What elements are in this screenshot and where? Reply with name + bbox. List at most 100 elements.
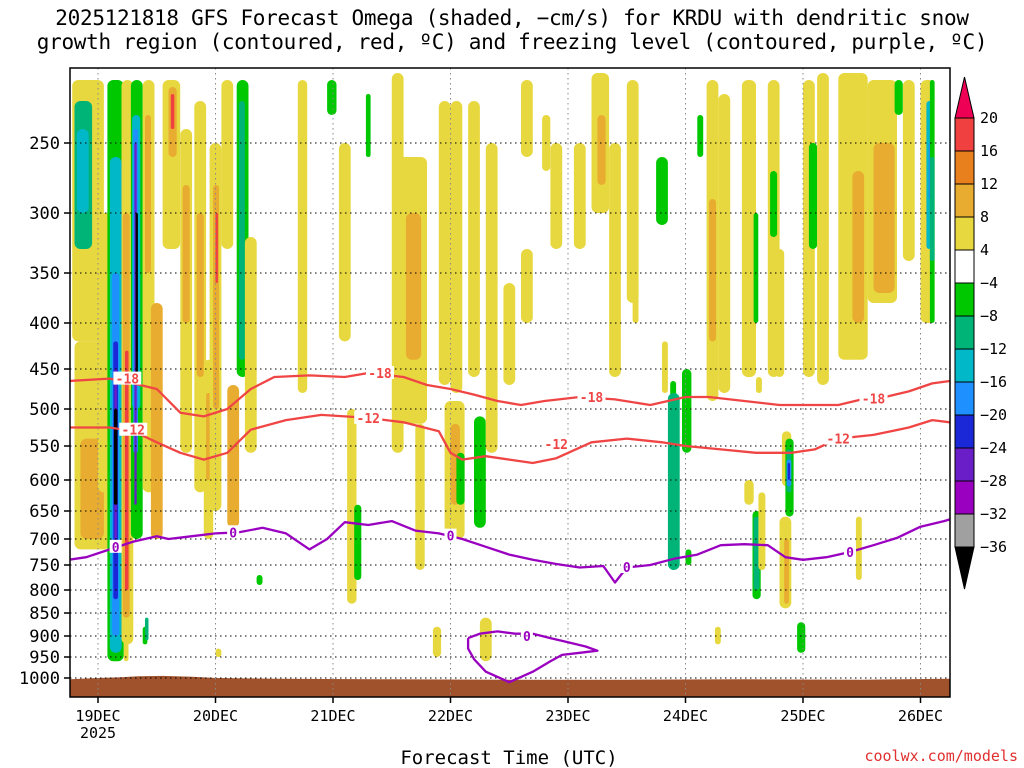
contour-label-bg [366, 366, 394, 379]
x-tick-label: 20DEC [193, 707, 238, 725]
y-tick-label: 600 [29, 471, 60, 491]
colorbar-label: −20 [980, 406, 1007, 424]
omega-shade-cell [135, 213, 138, 385]
contour-label-bg [520, 629, 533, 642]
omega-shade-cell [76, 129, 89, 213]
omega-shade-cell [244, 237, 257, 453]
contour-label: 0 [447, 530, 455, 545]
colorbar-arrow-bottom [954, 546, 975, 590]
omega-shade-cell [714, 626, 721, 645]
omega-shade-cell [221, 80, 234, 249]
colorbar: 20 16 12 8 4 −4 −8 −12 −16 −20 −24 −28 −32 −36 [954, 76, 1007, 590]
omega-shade-cell [697, 115, 704, 157]
omega-shade-cell [450, 101, 463, 393]
omega-shade-cell [656, 157, 668, 225]
y-tick-label: 750 [29, 556, 60, 576]
omega-shade-cell [415, 423, 425, 570]
colorbar-label: −36 [980, 538, 1007, 556]
x-tick-label: 25DEC [780, 707, 825, 725]
ground-surface [70, 675, 950, 697]
omega-shade-cell [667, 393, 680, 570]
omega-shade-cell [170, 94, 175, 129]
omega-shade-cell [438, 101, 451, 385]
omega-shade-cell [744, 480, 754, 505]
chart-title-line-2: growth region (contoured, red, ºC) and f… [36, 30, 988, 54]
omega-shade-cell [787, 463, 790, 480]
omega-shade-cell [744, 115, 753, 249]
omega-shade-cell [196, 213, 204, 377]
contour-label-bg [354, 410, 383, 424]
omega-shade-cell [432, 626, 442, 657]
contour-label: 0 [623, 561, 631, 576]
grid-lines [70, 68, 950, 697]
contour-label: -12 [122, 424, 145, 439]
omega-shade-cell [774, 249, 785, 377]
omega-shade-cell [817, 73, 829, 385]
omega-shade-cell [365, 94, 371, 157]
omega-shade-cell [479, 617, 492, 662]
colorbar-label: 20 [980, 109, 998, 127]
omega-shade-cell [297, 80, 308, 393]
omega-shade-cell [405, 213, 422, 360]
omega-shade-cell [182, 185, 190, 323]
contour-label: -12 [827, 433, 850, 448]
y-tick-label: 700 [29, 530, 60, 550]
y-tick-label: 550 [29, 437, 60, 457]
contour-line [70, 371, 950, 418]
x-tick-label: 23DEC [545, 707, 590, 725]
omega-shade-cell [756, 377, 762, 393]
omega-shade-cell [758, 492, 766, 570]
colorbar-segment [954, 117, 975, 152]
colorbar-segment [954, 480, 975, 515]
colorbar-segment [954, 315, 975, 350]
contour-label: -18 [116, 373, 140, 388]
y-tick-label: 1000 [19, 669, 60, 689]
contour-label-bg [542, 436, 571, 450]
omega-shade-cell [609, 143, 621, 377]
y-tick-label: 500 [29, 400, 60, 420]
colorbar-segment [954, 348, 975, 383]
colorbar-segment [954, 183, 975, 218]
chart-title-line-1: 2025121818 GFS Forecast Omega (shaded, −… [55, 6, 969, 30]
omega-shade-cell [521, 249, 533, 323]
contour-line [70, 518, 950, 584]
contour-line [466, 630, 599, 684]
contour-label: 0 [112, 541, 120, 556]
omega-shade-cell [597, 115, 606, 185]
omega-shade-cell [150, 303, 163, 539]
omega-shade-cell [474, 416, 486, 528]
y-tick-label: 800 [29, 581, 60, 601]
x-tick-label: 19DEC [75, 707, 120, 725]
omega-shading [72, 73, 935, 662]
colorbar-label: 12 [980, 175, 998, 193]
colorbar-segment [954, 381, 975, 416]
omega-shade-cell [753, 213, 759, 323]
y-tick-label: 250 [29, 134, 60, 154]
omega-shade-cell [855, 199, 862, 283]
contour-label-bg [844, 545, 856, 558]
contour-label: -12 [357, 412, 380, 427]
omega-shade-cell [718, 94, 731, 393]
x-axis-label: Forecast Time (UTC) [400, 747, 617, 768]
omega-shade-cell [873, 143, 895, 293]
colorbar-label: 4 [980, 241, 989, 259]
contour-label-bg [824, 431, 853, 445]
colorbar-label: −4 [980, 274, 998, 292]
x-tick-label: 26DEC [898, 707, 943, 725]
y-tick-label: 900 [29, 627, 60, 647]
colorbar-segment [954, 150, 975, 185]
contour-label: 0 [846, 546, 854, 561]
credit-text: coolwx.com/models [864, 747, 1018, 765]
omega-shade-cell [468, 101, 480, 377]
colorbar-label: −8 [980, 307, 998, 325]
contour-label: -18 [580, 391, 604, 406]
omega-shade-cell [327, 80, 337, 115]
contour-label: 0 [229, 526, 237, 541]
omega-shade-cell [929, 157, 935, 261]
colorbar-label: −28 [980, 472, 1007, 490]
colorbar-segment [954, 249, 975, 284]
colorbar-segment [954, 513, 975, 548]
omega-shade-cell [797, 622, 806, 653]
omega-shade-cell [456, 452, 465, 505]
